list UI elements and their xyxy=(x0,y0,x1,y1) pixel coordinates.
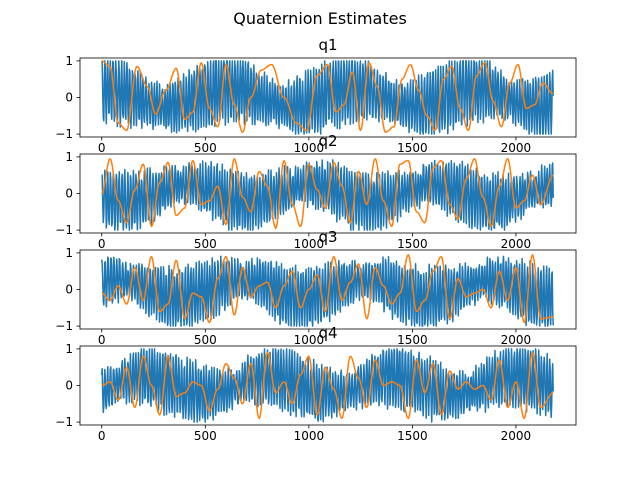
subplot-q1: 0 500 1000 1500 2000 −1 0 1 q1 xyxy=(55,36,577,155)
x-tick-label: 2000 xyxy=(501,333,532,347)
x-tick-label: 2000 xyxy=(501,429,532,443)
x-tick-label: 2000 xyxy=(501,237,532,251)
series-line-measured xyxy=(100,60,554,135)
x-tick-label: 1500 xyxy=(397,237,428,251)
x-tick-label: 0 xyxy=(98,141,106,155)
y-tick-label: −1 xyxy=(55,319,73,333)
x-tick-label: 1000 xyxy=(294,429,325,443)
y-tick-label: 0 xyxy=(65,91,73,105)
subplot-q3: 0 500 1000 1500 2000 −1 0 1 q3 xyxy=(55,228,577,347)
x-tick-label: 1000 xyxy=(294,141,325,155)
subplot-q4: 0 500 1000 1500 2000 −1 0 1 q4 xyxy=(55,324,577,443)
subplot-title: q2 xyxy=(318,132,337,150)
x-tick-label: 0 xyxy=(98,333,106,347)
subplot-title: q1 xyxy=(318,36,337,54)
y-tick-label: −1 xyxy=(55,127,73,141)
figure-title: Quaternion Estimates xyxy=(233,9,407,28)
x-tick-label: 0 xyxy=(98,429,106,443)
subplot-title: q3 xyxy=(318,228,337,246)
y-tick-label: 1 xyxy=(65,342,73,356)
x-tick-label: 1000 xyxy=(294,333,325,347)
y-tick-label: 0 xyxy=(65,379,73,393)
x-tick-label: 1500 xyxy=(397,141,428,155)
y-tick-label: 1 xyxy=(65,150,73,164)
x-tick-label: 1500 xyxy=(397,333,428,347)
y-tick-label: −1 xyxy=(55,415,73,429)
x-tick-label: 0 xyxy=(98,237,106,251)
x-tick-label: 2000 xyxy=(501,141,532,155)
x-tick-label: 500 xyxy=(194,141,217,155)
series-line-measured xyxy=(101,159,554,231)
subplot-title: q4 xyxy=(318,324,337,342)
x-tick-label: 500 xyxy=(194,237,217,251)
x-tick-label: 500 xyxy=(194,333,217,347)
x-tick-label: 500 xyxy=(194,429,217,443)
x-tick-label: 1000 xyxy=(294,237,325,251)
y-tick-label: 0 xyxy=(65,283,73,297)
series-line-estimate xyxy=(101,158,554,229)
y-tick-label: −1 xyxy=(55,223,73,237)
y-tick-label: 1 xyxy=(65,54,73,68)
series-line-estimate xyxy=(101,60,554,133)
x-tick-label: 1500 xyxy=(397,429,428,443)
subplot-q2: 0 500 1000 1500 2000 −1 0 1 q2 xyxy=(55,132,577,251)
series-line-estimate xyxy=(101,254,554,324)
series-line-estimate xyxy=(101,351,554,420)
y-tick-label: 0 xyxy=(65,187,73,201)
y-tick-label: 1 xyxy=(65,246,73,260)
